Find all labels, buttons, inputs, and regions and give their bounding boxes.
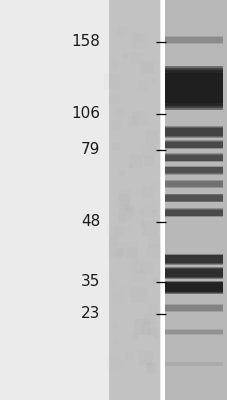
Bar: [164, 283, 222, 291]
Bar: [160, 0, 164, 400]
Bar: [164, 166, 222, 175]
Bar: [164, 195, 222, 201]
Bar: [164, 142, 222, 148]
Bar: [164, 330, 222, 334]
Bar: [164, 329, 222, 335]
Bar: [164, 180, 222, 188]
Bar: [164, 282, 222, 292]
Text: 79: 79: [81, 142, 100, 158]
Text: 48: 48: [81, 214, 100, 230]
Bar: [164, 126, 222, 138]
Bar: [164, 254, 222, 265]
Bar: [164, 37, 222, 43]
Bar: [164, 153, 222, 162]
Bar: [164, 194, 222, 202]
Bar: [164, 209, 222, 216]
Bar: [164, 282, 222, 293]
Bar: [164, 210, 222, 216]
Bar: [164, 254, 222, 264]
Bar: [164, 155, 222, 160]
Bar: [164, 70, 222, 106]
Bar: [164, 268, 222, 278]
Bar: [164, 269, 222, 277]
Bar: [0, 0, 114, 400]
Bar: [164, 281, 222, 294]
Bar: [164, 304, 222, 312]
Bar: [164, 66, 222, 110]
Bar: [164, 194, 222, 202]
Bar: [164, 167, 222, 174]
Text: 106: 106: [71, 106, 100, 122]
Text: 35: 35: [81, 274, 100, 290]
Bar: [164, 36, 222, 44]
Bar: [164, 154, 222, 161]
Text: 23: 23: [81, 306, 100, 322]
Bar: [164, 127, 222, 137]
Bar: [164, 140, 222, 149]
Bar: [164, 208, 222, 217]
Bar: [164, 73, 222, 103]
Bar: [164, 256, 222, 263]
Text: 158: 158: [71, 34, 100, 50]
Bar: [164, 305, 222, 311]
Bar: [109, 0, 159, 400]
Bar: [164, 128, 222, 136]
Bar: [164, 0, 227, 400]
Bar: [164, 141, 222, 148]
Bar: [164, 362, 222, 366]
Bar: [164, 267, 222, 279]
Bar: [164, 181, 222, 187]
Bar: [164, 75, 222, 101]
Bar: [164, 68, 222, 108]
Bar: [164, 168, 222, 173]
